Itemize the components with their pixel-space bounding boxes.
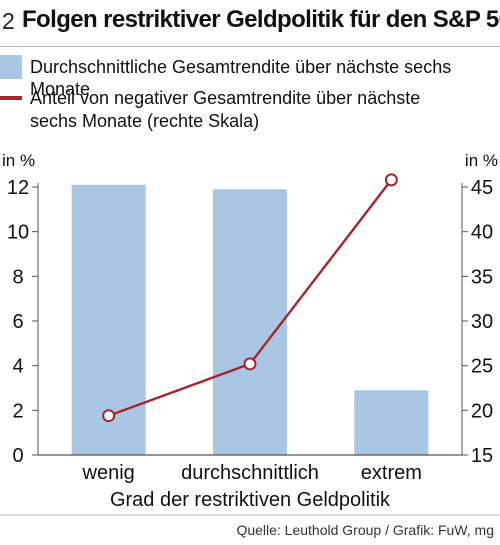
right-tick-label: 25 [471, 356, 493, 378]
line-point-wenig [102, 409, 116, 423]
bar-durchschnittlich [213, 189, 287, 455]
left-tick-label: 2 [12, 400, 23, 422]
x-axis-title: Grad der restriktiven Geldpolitik [110, 489, 391, 511]
line-point-extrem [384, 173, 398, 187]
right-tick-label: 35 [471, 266, 493, 288]
left-tick-label: 6 [12, 311, 23, 333]
line-series [108, 179, 393, 417]
bar-extrem [354, 390, 429, 455]
left-tick-label: 10 [7, 222, 29, 244]
legend-bar-swatch [0, 55, 22, 79]
source-note: Quelle: Leuthold Group / Grafik: FuW, mg [236, 522, 494, 538]
left-tick-label: 0 [12, 445, 23, 467]
legend-item-bar: Durchschnittliche Gesamtrendite über näc… [0, 54, 500, 99]
line-point-durchschnittlich [243, 357, 257, 371]
right-tick-label: 40 [471, 222, 493, 244]
header-divider [0, 46, 500, 47]
right-tick-label: 30 [471, 311, 493, 333]
x-tick-label: wenig [82, 462, 135, 484]
left-tick-label: 4 [12, 356, 23, 378]
right-tick-label: 15 [471, 445, 493, 467]
right-axis-unit: in % [465, 151, 498, 170]
left-tick-label: 12 [7, 177, 29, 199]
chart-title: Folgen restriktiver Geldpolitik für den … [22, 6, 500, 33]
legend-line-label-2: sechs Monate (rechte Skala) [30, 111, 260, 131]
figure-number: 2 [2, 8, 15, 34]
bar-wenig [71, 184, 146, 455]
chart-header: 2 Folgen restriktiver Geldpolitik für de… [0, 0, 500, 44]
left-axis-unit: in % [2, 151, 35, 170]
left-tick-label: 8 [12, 266, 23, 288]
x-tick-label: durchschnittlich [181, 462, 319, 484]
legend-line-swatch [0, 96, 22, 100]
legend-bar-label: Durchschnittliche Gesamtrendite über näc… [30, 57, 452, 99]
x-tick-label: extrem [361, 462, 422, 484]
legend-item-line: Anteil von negativer Gesamtrendite über … [0, 86, 500, 136]
right-tick-label: 45 [471, 177, 493, 199]
legend-line-label-1: Anteil von negativer Gesamtrendite über … [30, 88, 421, 108]
right-tick-label: 20 [471, 400, 493, 422]
